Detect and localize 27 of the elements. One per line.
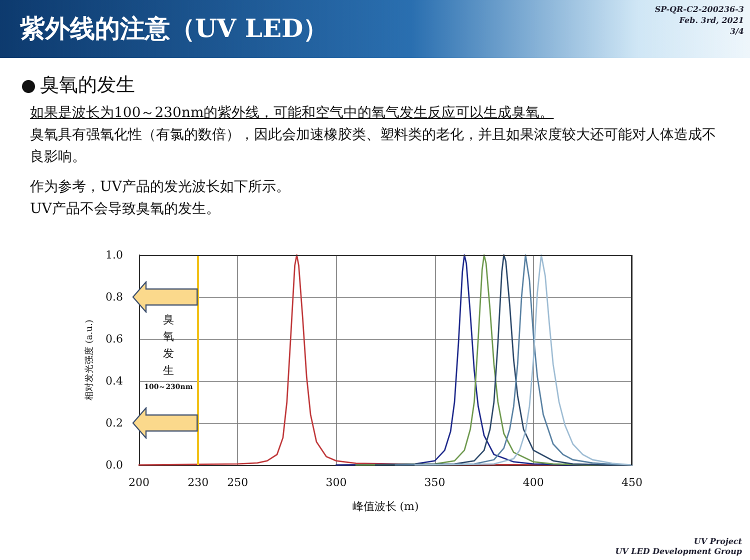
y-axis-title: 相对发光强度 (a.u.) <box>84 320 96 400</box>
text: 3/4 <box>728 26 744 37</box>
x-tick-label: 350 <box>424 476 446 489</box>
x-tick-label: 300 <box>326 476 347 489</box>
text: Feb. 3rd, 2021 <box>678 15 744 26</box>
chart-subtitle: 臭氧的发生 <box>40 74 135 96</box>
y-tick-label: 1.0 <box>106 248 123 262</box>
text: UV Project <box>692 536 742 546</box>
y-tick-label: 0.6 <box>106 332 123 346</box>
text: 如果是波长为100～230nm的紫外线，可能和空气中的氧气发生反应可以生成臭氧。 <box>30 104 555 123</box>
y-tick-label: 0.2 <box>106 416 123 430</box>
text: UV LED Development Group <box>615 546 742 556</box>
y-tick-label: 0.4 <box>106 374 123 388</box>
x-tick-label: 450 <box>622 476 642 489</box>
text: SP-QR-C2-200236-3 <box>654 4 744 15</box>
text: 作为参考，UV产品的发光波长如下所示。 <box>30 178 291 197</box>
text: 臭氧具有强氧化性（有氯的数倍），因此会加速橡胶类、塑料类的老化，并且如果浓度较大还可能对人体造成不良影响。 <box>30 126 717 167</box>
x-tick-label: 250 <box>227 476 248 489</box>
x-tick-label: 400 <box>522 476 544 489</box>
y-tick-label: 0.0 <box>106 458 123 472</box>
y-tick-label: 0.8 <box>106 290 123 304</box>
x-tick-label: 200 <box>128 476 150 489</box>
annotation: 臭氧发生 <box>163 312 174 380</box>
x-axis-title: 峰值波长 (m) <box>352 500 419 513</box>
text: UV产品不会导致臭氧的发生。 <box>30 200 221 219</box>
x-tick-label: 230 <box>188 476 209 489</box>
chart-title: 紫外线的注意（UV LED） <box>20 13 328 45</box>
